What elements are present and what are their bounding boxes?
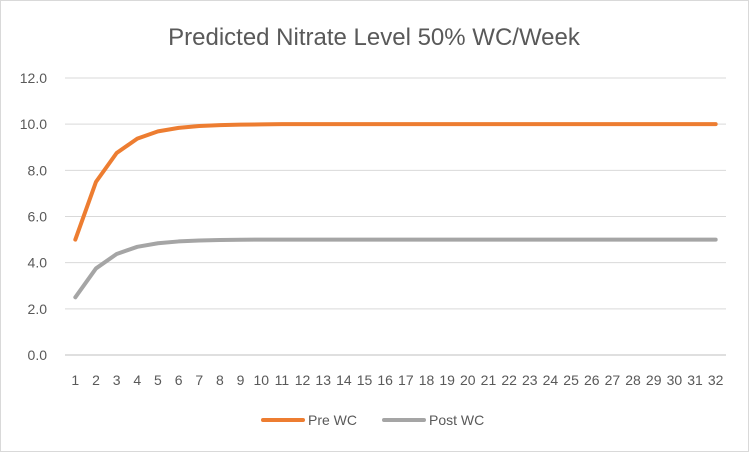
y-tick-label: 2.0 <box>28 301 48 317</box>
x-tick-label: 26 <box>584 372 600 388</box>
x-tick-label: 14 <box>336 372 352 388</box>
x-tick-label: 28 <box>625 372 641 388</box>
x-tick-label: 30 <box>667 372 683 388</box>
series-line-post-wc <box>73 237 718 300</box>
x-tick-label: 7 <box>195 372 203 388</box>
x-tick-label: 4 <box>133 372 141 388</box>
x-tick-label: 31 <box>687 372 703 388</box>
x-tick-label: 3 <box>113 372 121 388</box>
x-tick-label: 1 <box>71 372 79 388</box>
series-line-pre-wc <box>73 122 718 242</box>
legend: Pre WC Post WC <box>261 412 484 428</box>
x-tick-label: 8 <box>216 372 224 388</box>
x-tick-label: 12 <box>295 372 311 388</box>
x-tick-label: 11 <box>275 372 290 388</box>
x-tick-label: 17 <box>398 372 414 388</box>
series-lines <box>73 122 718 300</box>
x-tick-label: 32 <box>708 372 724 388</box>
x-tick-label: 16 <box>377 372 393 388</box>
x-tick-label: 13 <box>315 372 331 388</box>
x-tick-label: 24 <box>543 372 559 388</box>
legend-label: Pre WC <box>308 412 357 428</box>
x-tick-label: 15 <box>357 372 373 388</box>
y-tick-label: 12.0 <box>20 70 47 86</box>
x-tick-label: 25 <box>563 372 579 388</box>
y-tick-label: 10.0 <box>20 116 47 132</box>
legend-label: Post WC <box>429 412 484 428</box>
y-tick-label: 4.0 <box>28 255 48 271</box>
x-tick-label: 22 <box>501 372 517 388</box>
x-tick-label: 21 <box>481 372 497 388</box>
x-tick-label: 29 <box>646 372 662 388</box>
y-tick-label: 8.0 <box>28 162 48 178</box>
y-axis-ticks: 0.0 2.0 4.0 6.0 8.0 10.0 12.0 <box>20 70 47 363</box>
y-tick-label: 0.0 <box>28 347 48 363</box>
x-tick-label: 27 <box>605 372 621 388</box>
x-tick-label: 9 <box>237 372 245 388</box>
y-tick-label: 6.0 <box>28 209 48 225</box>
x-tick-label: 23 <box>522 372 538 388</box>
x-tick-label: 20 <box>460 372 476 388</box>
x-tick-label: 6 <box>175 372 183 388</box>
chart-title: Predicted Nitrate Level 50% WC/Week <box>168 24 581 51</box>
gridlines <box>65 77 726 356</box>
x-axis-ticks: 1 2 3 4 5 6 7 8 9 10 11 12 13 14 15 16 17 18 19 20 21 22 23 24 2… <box>71 372 723 388</box>
x-tick-label: 5 <box>154 372 162 388</box>
x-tick-label: 10 <box>253 372 269 388</box>
x-tick-label: 18 <box>419 372 435 388</box>
x-tick-label: 19 <box>439 372 455 388</box>
x-tick-label: 2 <box>92 372 100 388</box>
